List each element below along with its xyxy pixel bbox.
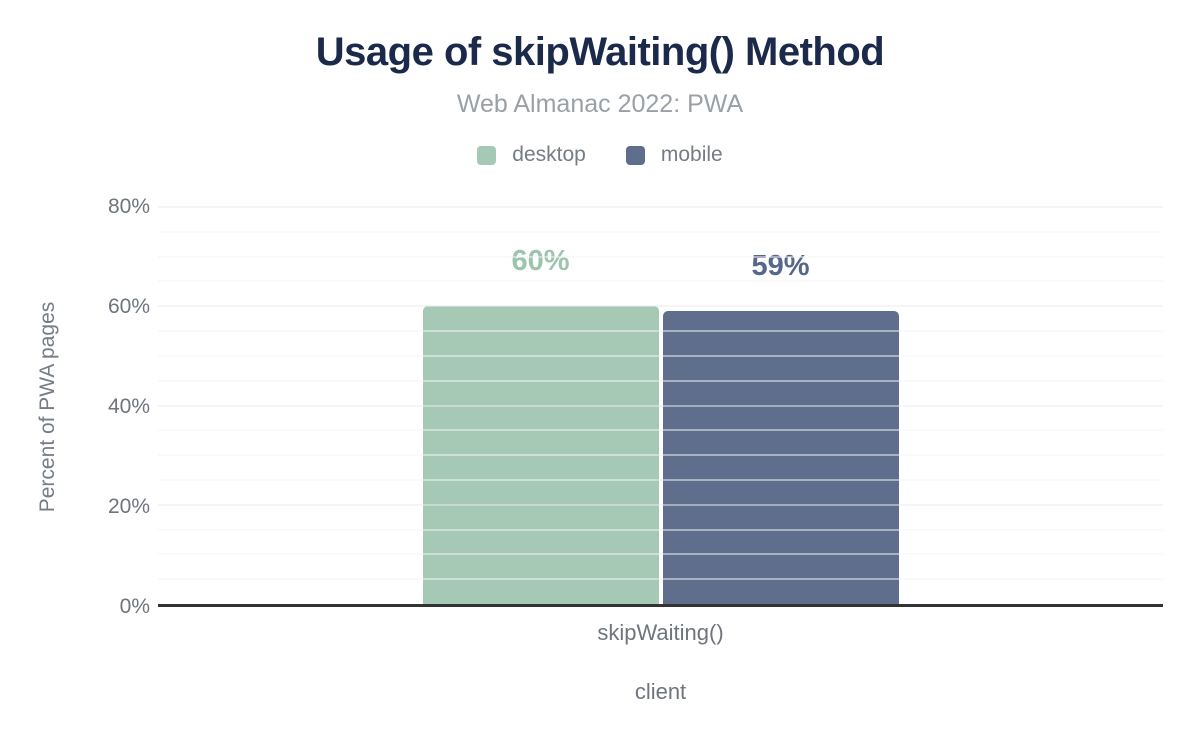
y-tick-label-40: 40% <box>107 395 150 418</box>
y-tick-label-20: 20% <box>107 495 150 518</box>
major-gridline-40 <box>158 405 1163 406</box>
major-gridline-20 <box>158 504 1163 506</box>
bar-value-label-desktop: 60% <box>511 245 570 278</box>
legend: desktop mobile <box>0 143 1200 167</box>
minor-gridline-5 <box>158 578 1163 580</box>
legend-swatch-desktop <box>477 145 497 165</box>
legend-swatch-mobile <box>625 145 645 165</box>
major-gridline-60 <box>158 305 1163 307</box>
minor-gridline-35 <box>158 429 1163 431</box>
plot-area: 60% 59% <box>158 206 1163 607</box>
legend-item-mobile[interactable]: mobile <box>625 143 723 167</box>
minor-gridline-45 <box>158 380 1163 382</box>
x-tick-label: skipWaiting() <box>597 620 724 645</box>
minor-gridline-50 <box>158 355 1163 357</box>
y-tick-label-60: 60% <box>107 295 150 318</box>
y-axis-title: Percent of PWA pages <box>36 301 59 513</box>
minor-gridline-55 <box>158 330 1163 332</box>
chart-subtitle: Web Almanac 2022: PWA <box>456 90 744 118</box>
minor-gridline-25 <box>158 479 1163 481</box>
legend-item-desktop[interactable]: desktop <box>477 143 586 167</box>
minor-gridline-30 <box>158 454 1163 456</box>
minor-gridline-70 <box>158 256 1163 258</box>
x-axis-title: client <box>634 679 687 704</box>
y-tick-label-80: 80% <box>107 195 150 218</box>
y-axis-ticks: 0% 20% 40% 60% 80% <box>60 195 150 618</box>
y-tick-label-0: 0% <box>119 595 150 618</box>
minor-gridline-10 <box>158 553 1163 555</box>
major-gridline-80 <box>158 206 1163 208</box>
legend-label-mobile: mobile <box>660 143 723 166</box>
chart-title: Usage of skipWaiting() Method <box>315 30 885 74</box>
minor-gridline-75 <box>158 231 1163 233</box>
legend-label-desktop: desktop <box>512 143 586 166</box>
minor-gridline-65 <box>158 280 1163 282</box>
minor-gridline-15 <box>158 529 1163 531</box>
